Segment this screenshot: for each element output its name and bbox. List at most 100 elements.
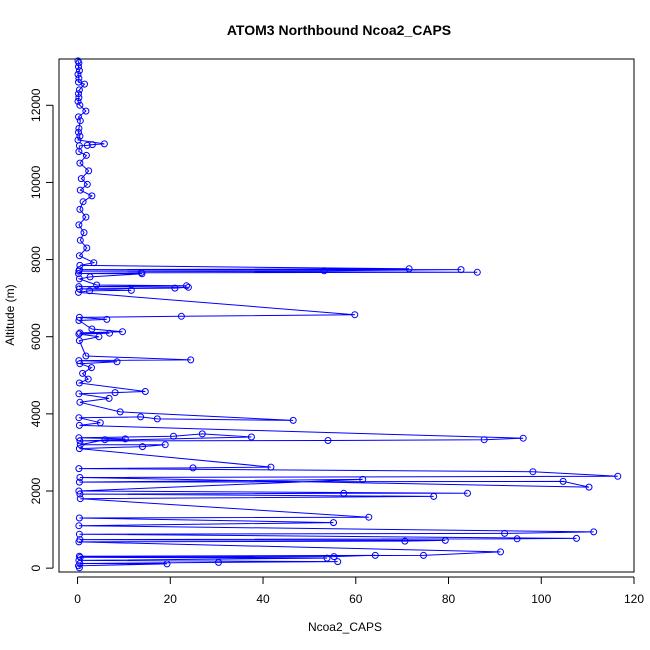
data-point	[177, 312, 185, 320]
data-point	[330, 553, 338, 561]
data-point	[83, 141, 91, 149]
data-point	[75, 67, 83, 75]
x-tick-label: 40	[256, 592, 270, 606]
y-tick-label: 6000	[29, 323, 43, 350]
data-point	[76, 101, 84, 109]
data-point	[121, 435, 129, 443]
data-point	[359, 475, 367, 483]
data-point	[82, 352, 90, 360]
data-point	[430, 492, 438, 500]
data-point	[75, 390, 83, 398]
data-point	[83, 244, 91, 252]
data-point	[365, 513, 373, 521]
data-point	[75, 78, 82, 86]
x-tick-label: 100	[531, 592, 551, 606]
data-point	[82, 107, 90, 115]
data-point	[116, 408, 124, 416]
data-point	[76, 329, 84, 337]
data-point	[189, 464, 197, 472]
data-point	[75, 522, 83, 530]
data-point	[614, 472, 622, 480]
data-point	[76, 437, 84, 445]
data-point	[330, 519, 337, 527]
data-point	[457, 266, 465, 274]
y-tick-label: 4000	[29, 400, 43, 427]
data-point	[75, 63, 82, 71]
y-tick-label: 0	[29, 564, 43, 571]
x-tick-label: 20	[164, 592, 178, 606]
data-point	[75, 86, 83, 94]
plot-frame	[58, 58, 635, 573]
data-point	[501, 529, 509, 537]
data-point	[81, 80, 88, 88]
y-tick-label: 12000	[29, 88, 43, 122]
data-point	[76, 132, 84, 140]
data-point	[497, 548, 504, 556]
data-point	[75, 478, 83, 486]
data-point	[75, 148, 83, 156]
data-point	[215, 558, 222, 566]
data-point	[320, 267, 328, 275]
data-point	[473, 268, 481, 276]
data-point	[585, 483, 593, 491]
data-point	[77, 175, 85, 183]
data-point	[103, 315, 111, 323]
data-point	[247, 433, 255, 441]
data-point	[405, 265, 413, 273]
data-point	[88, 192, 96, 200]
plot-area	[74, 57, 622, 572]
data-point	[75, 357, 83, 365]
data-point	[529, 468, 537, 476]
data-point	[76, 205, 84, 213]
data-point	[119, 328, 126, 336]
data-point	[75, 538, 83, 546]
x-axis-label: Ncoa2_CAPS	[308, 620, 382, 634]
data-point	[76, 441, 84, 449]
data-point	[75, 337, 83, 345]
data-point	[75, 530, 83, 538]
x-tick-label: 0	[74, 592, 81, 606]
data-point	[351, 311, 359, 319]
data-point	[82, 213, 90, 221]
y-axis-label: Altitude (m)	[3, 284, 17, 345]
chart-title: ATOM3 Northbound Ncoa2_CAPS	[227, 22, 451, 38]
data-point	[88, 364, 95, 372]
data-point	[106, 329, 113, 337]
data-point	[75, 421, 83, 429]
data-point	[420, 551, 427, 559]
data-point	[75, 414, 83, 422]
data-point	[83, 180, 91, 188]
data-point	[101, 436, 109, 444]
data-point	[113, 358, 121, 366]
data-point	[75, 267, 83, 275]
data-point	[85, 167, 93, 175]
data-point	[323, 554, 331, 562]
data-point	[76, 186, 84, 194]
data-point	[93, 281, 101, 289]
data-point	[76, 117, 84, 125]
data-point	[100, 140, 108, 148]
data-point	[75, 74, 83, 82]
data-point	[76, 159, 84, 167]
data-point	[76, 360, 84, 368]
data-point	[86, 273, 94, 281]
data-point	[75, 94, 83, 102]
data-point	[79, 369, 87, 377]
data-point	[334, 558, 342, 566]
data-point	[141, 388, 149, 395]
data-point	[75, 317, 83, 324]
data-point	[139, 443, 146, 451]
data-point	[74, 70, 82, 78]
data-point	[137, 269, 145, 277]
data-point	[590, 528, 598, 536]
data-point	[75, 90, 82, 98]
data-point	[75, 514, 83, 522]
x-axis: 0 20 40 60 80 100 120	[74, 576, 644, 606]
data-point	[198, 430, 206, 438]
data-point	[75, 288, 82, 296]
data-point	[88, 141, 96, 149]
data-point	[76, 495, 84, 503]
data-point	[75, 128, 82, 136]
data-point	[401, 537, 409, 545]
data-point	[95, 333, 103, 341]
